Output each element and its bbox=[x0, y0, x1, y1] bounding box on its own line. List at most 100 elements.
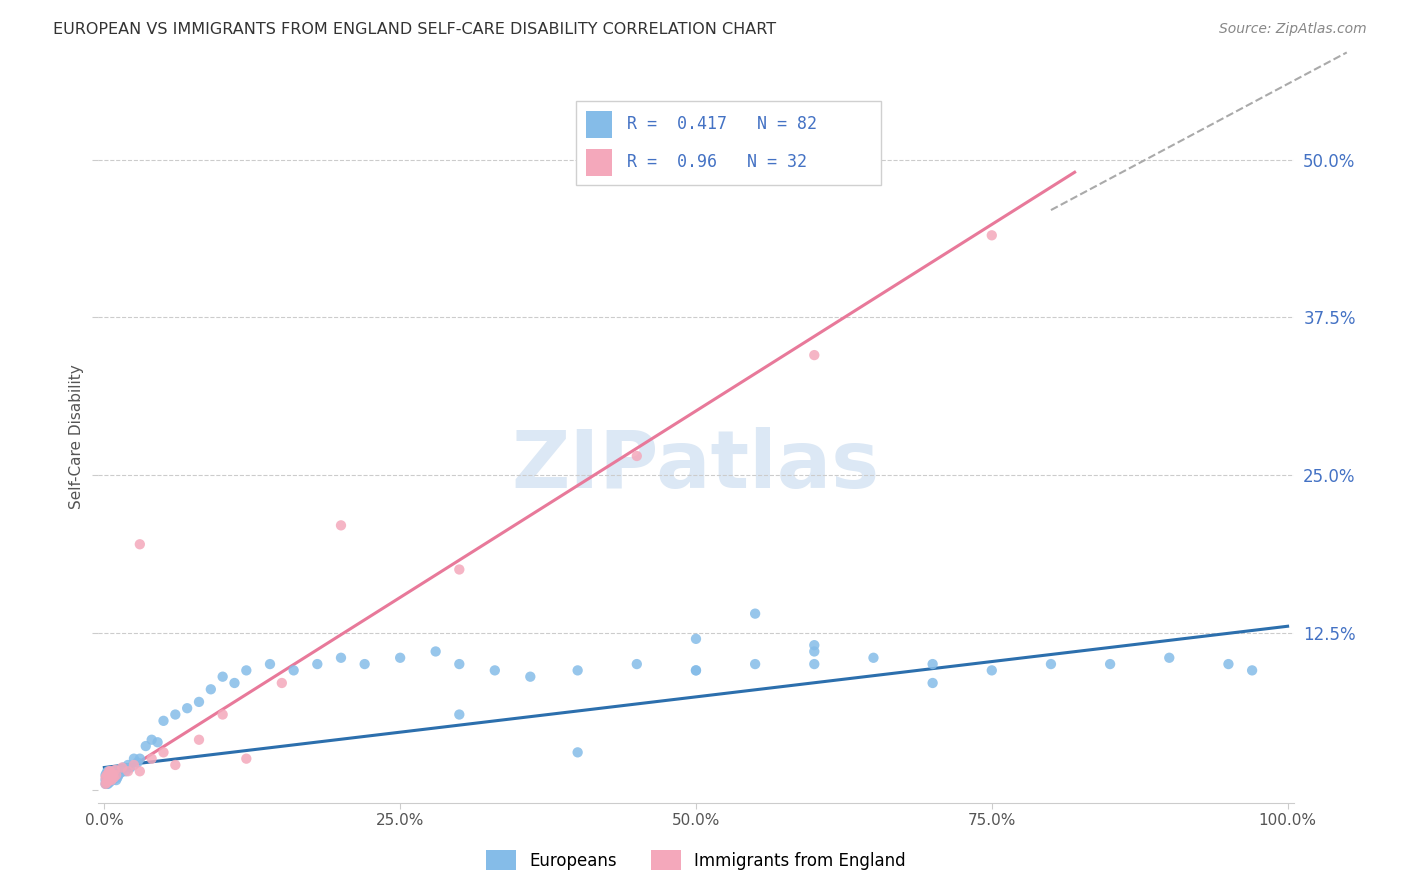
Point bbox=[135, 739, 157, 753]
Point bbox=[353, 657, 375, 671]
Point bbox=[128, 752, 150, 766]
Point bbox=[921, 676, 943, 690]
Point bbox=[112, 760, 135, 774]
Point bbox=[567, 745, 589, 759]
Point bbox=[259, 657, 281, 671]
Point bbox=[94, 777, 117, 791]
Point bbox=[114, 764, 136, 779]
Point bbox=[626, 449, 648, 463]
Point bbox=[921, 657, 943, 671]
Point bbox=[122, 752, 145, 766]
Point bbox=[141, 752, 163, 766]
Point bbox=[1218, 657, 1240, 671]
Text: R =  0.96   N = 32: R = 0.96 N = 32 bbox=[627, 153, 807, 171]
Point bbox=[307, 657, 329, 671]
Legend: Europeans, Immigrants from England: Europeans, Immigrants from England bbox=[478, 841, 914, 879]
Point bbox=[96, 768, 118, 782]
Point bbox=[110, 765, 132, 780]
Point bbox=[117, 764, 139, 779]
Point bbox=[94, 771, 117, 785]
Point bbox=[100, 773, 122, 788]
Point bbox=[141, 732, 163, 747]
Point bbox=[626, 657, 648, 671]
Point bbox=[389, 650, 412, 665]
Point bbox=[97, 777, 120, 791]
Point bbox=[108, 764, 131, 779]
Point bbox=[1039, 657, 1062, 671]
Point bbox=[330, 518, 353, 533]
Point bbox=[211, 707, 233, 722]
Point bbox=[1159, 650, 1181, 665]
Point bbox=[100, 768, 122, 782]
Point bbox=[111, 763, 134, 777]
Point bbox=[211, 670, 233, 684]
Text: EUROPEAN VS IMMIGRANTS FROM ENGLAND SELF-CARE DISABILITY CORRELATION CHART: EUROPEAN VS IMMIGRANTS FROM ENGLAND SELF… bbox=[53, 22, 776, 37]
Point bbox=[96, 773, 118, 788]
Point bbox=[122, 758, 145, 772]
Point bbox=[127, 756, 149, 770]
Point bbox=[98, 775, 121, 789]
Point bbox=[176, 701, 198, 715]
Point bbox=[107, 768, 129, 782]
Point bbox=[235, 752, 257, 766]
Point bbox=[98, 764, 121, 779]
Point bbox=[100, 773, 122, 788]
Text: ZIPatlas: ZIPatlas bbox=[512, 427, 880, 506]
Bar bbox=[586, 149, 613, 177]
Point bbox=[188, 732, 211, 747]
Point bbox=[270, 676, 292, 690]
Point bbox=[97, 774, 120, 789]
Point bbox=[103, 771, 125, 785]
Point bbox=[449, 562, 471, 576]
Point bbox=[98, 771, 121, 785]
Point bbox=[803, 644, 825, 658]
Point bbox=[104, 771, 127, 785]
Point bbox=[744, 657, 766, 671]
Point bbox=[98, 771, 121, 785]
Point bbox=[105, 763, 128, 777]
Point bbox=[101, 773, 124, 788]
Point bbox=[980, 228, 1002, 243]
Point bbox=[94, 773, 117, 788]
Point bbox=[103, 772, 125, 786]
Point bbox=[97, 773, 120, 788]
Point bbox=[165, 758, 187, 772]
Point bbox=[98, 771, 121, 785]
Point bbox=[449, 707, 471, 722]
Point bbox=[105, 773, 128, 788]
Point bbox=[94, 768, 117, 782]
Point bbox=[111, 760, 134, 774]
Point bbox=[98, 764, 121, 779]
Point bbox=[484, 664, 506, 678]
Point bbox=[235, 664, 257, 678]
Point bbox=[980, 664, 1002, 678]
Point bbox=[96, 777, 118, 791]
Point bbox=[98, 765, 121, 780]
Point bbox=[803, 638, 825, 652]
Point bbox=[94, 777, 117, 791]
Point bbox=[97, 771, 120, 785]
Point bbox=[117, 758, 139, 772]
Point bbox=[98, 764, 121, 779]
Point bbox=[685, 664, 707, 678]
Point bbox=[96, 771, 118, 785]
Point bbox=[98, 773, 121, 788]
FancyBboxPatch shape bbox=[576, 101, 882, 185]
Point bbox=[105, 768, 128, 782]
Point bbox=[152, 714, 174, 728]
Point bbox=[425, 644, 447, 658]
Point bbox=[200, 682, 222, 697]
Point bbox=[97, 768, 120, 782]
Y-axis label: Self-Care Disability: Self-Care Disability bbox=[69, 365, 84, 509]
Point bbox=[101, 765, 124, 780]
Text: R =  0.417   N = 82: R = 0.417 N = 82 bbox=[627, 115, 817, 133]
Point bbox=[567, 664, 589, 678]
Point bbox=[862, 650, 884, 665]
Point bbox=[224, 676, 246, 690]
Point bbox=[128, 764, 150, 779]
Point bbox=[1099, 657, 1122, 671]
Point bbox=[685, 664, 707, 678]
Point bbox=[803, 348, 825, 362]
Point bbox=[104, 764, 127, 779]
Point bbox=[803, 657, 825, 671]
